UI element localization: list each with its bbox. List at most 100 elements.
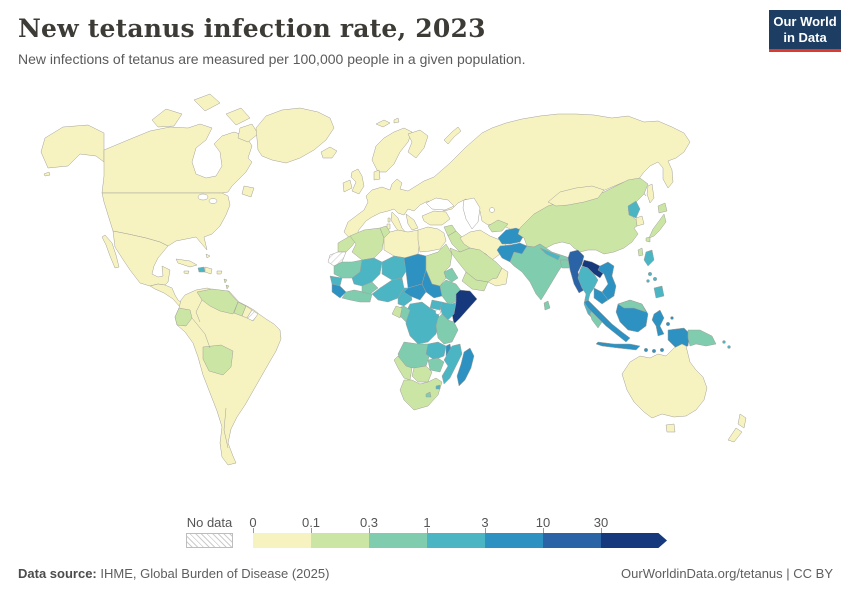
legend-bin-0[interactable] <box>253 533 311 548</box>
region-svalbard[interactable] <box>375 119 391 128</box>
owid-logo[interactable]: Our World in Data <box>769 10 841 52</box>
region-madagascar[interactable] <box>456 347 475 387</box>
region-arctic-islands[interactable] <box>237 123 259 143</box>
region-new-zealand-south[interactable] <box>727 427 743 443</box>
region-sulawesi[interactable] <box>651 309 665 337</box>
region-mindanao-philippines[interactable] <box>653 285 665 299</box>
region-puerto-rico[interactable] <box>216 270 223 275</box>
region-egypt[interactable] <box>417 226 447 253</box>
region-mozambique[interactable] <box>441 343 463 385</box>
region-aleutian-islands[interactable] <box>43 171 51 177</box>
region-newfoundland[interactable] <box>241 185 255 198</box>
region-jamaica[interactable] <box>183 270 190 275</box>
legend-tick-label-1: 0.1 <box>301 515 321 530</box>
region-denmark[interactable] <box>373 169 381 181</box>
region-vietnam[interactable] <box>597 261 617 301</box>
region-papua-new-guinea[interactable] <box>687 329 717 347</box>
region-yemen[interactable] <box>461 271 489 292</box>
legend-bin-3[interactable] <box>427 533 485 548</box>
region-mexico[interactable] <box>112 230 171 287</box>
region-baja-california[interactable] <box>101 234 120 269</box>
region-mongolia[interactable] <box>547 185 605 207</box>
region-solomon-islands[interactable] <box>722 340 731 349</box>
region-lesser-sunda-islands[interactable] <box>643 347 665 354</box>
region-zimbabwe[interactable] <box>427 357 445 373</box>
region-libya[interactable] <box>383 229 421 259</box>
region-ireland[interactable] <box>342 179 353 193</box>
legend-bin-5[interactable] <box>543 533 601 548</box>
region-novaya-zemlya[interactable] <box>443 126 462 145</box>
region-haiti[interactable] <box>197 266 206 273</box>
region-new-zealand-north[interactable] <box>737 413 747 429</box>
region-taiwan[interactable] <box>637 247 644 257</box>
legend-no-data[interactable]: No data <box>186 515 233 548</box>
region-united-kingdom[interactable] <box>350 168 365 195</box>
region-south-sudan[interactable] <box>421 269 443 299</box>
region-iceland[interactable] <box>320 146 338 159</box>
region-svalbard[interactable] <box>393 117 400 124</box>
region-sakhalin[interactable] <box>646 183 655 204</box>
region-namibia[interactable] <box>393 355 413 381</box>
region-bahamas[interactable] <box>205 253 211 259</box>
region-scandinavia[interactable] <box>371 127 413 173</box>
region-turkey[interactable] <box>421 210 451 226</box>
region-corsica[interactable] <box>387 217 391 223</box>
region-lesser-antilles[interactable] <box>223 278 228 284</box>
region-malaysia-borneo[interactable] <box>617 299 647 313</box>
region-central-america[interactable] <box>149 283 183 308</box>
region-botswana[interactable] <box>411 365 433 383</box>
region-uganda[interactable] <box>429 299 443 311</box>
region-finland[interactable] <box>407 129 429 159</box>
region-zambia[interactable] <box>425 341 447 361</box>
region-new-guinea-west[interactable] <box>667 327 691 349</box>
region-canada[interactable] <box>101 123 253 194</box>
region-mali[interactable] <box>351 257 383 287</box>
footer-credit[interactable]: OurWorldinData.org/tetanus | CC BY <box>621 566 833 581</box>
region-tasmania[interactable] <box>665 423 676 433</box>
region-maluku-islands[interactable] <box>665 316 674 327</box>
region-guinea[interactable] <box>331 283 347 299</box>
region-arctic-islands[interactable] <box>225 107 251 126</box>
region-dominican-republic[interactable] <box>204 266 213 275</box>
region-arctic-islands[interactable] <box>193 93 221 112</box>
region-niger[interactable] <box>381 255 409 281</box>
region-french-guiana[interactable] <box>246 309 259 322</box>
region-cuba[interactable] <box>175 258 198 268</box>
region-bolivia[interactable] <box>202 344 234 376</box>
region-lesser-antilles[interactable] <box>225 284 230 290</box>
region-south-korea[interactable] <box>635 215 645 227</box>
region-eritrea[interactable] <box>443 267 459 283</box>
region-sumatra[interactable] <box>583 299 631 343</box>
region-greece[interactable] <box>405 213 419 231</box>
region-north-korea[interactable] <box>627 200 641 219</box>
region-eswatini[interactable] <box>435 384 441 390</box>
region-visayas-philippines[interactable] <box>646 271 658 283</box>
region-gabon[interactable] <box>391 305 403 319</box>
region-luzon-philippines[interactable] <box>643 249 655 267</box>
region-south-america[interactable] <box>174 287 282 466</box>
region-somalia[interactable] <box>451 289 478 325</box>
region-arctic-islands[interactable] <box>151 108 183 128</box>
region-west-africa-coast[interactable] <box>341 289 373 303</box>
region-cambodia[interactable] <box>593 287 609 305</box>
region-alaska[interactable] <box>40 124 105 169</box>
region-south-africa[interactable] <box>399 377 443 411</box>
region-central-asia-uzbekistan[interactable] <box>487 219 509 233</box>
region-greenland[interactable] <box>255 107 335 164</box>
legend-bin-4[interactable] <box>485 533 543 548</box>
region-tanzania[interactable] <box>435 313 459 345</box>
region-sri-lanka[interactable] <box>543 300 551 311</box>
legend-bin-1[interactable] <box>311 533 369 548</box>
legend-tick-mark-0 <box>253 528 254 533</box>
region-algeria[interactable] <box>349 227 385 261</box>
region-australia[interactable] <box>621 343 708 419</box>
legend-bin-2[interactable] <box>369 533 427 548</box>
legend-bin-6[interactable] <box>601 533 667 548</box>
region-burkina-faso[interactable] <box>361 281 379 295</box>
region-lesotho[interactable] <box>425 391 432 398</box>
region-oman[interactable] <box>487 267 509 287</box>
region-japan[interactable] <box>645 202 668 243</box>
region-venezuela[interactable] <box>196 288 239 315</box>
region-java[interactable] <box>595 341 641 351</box>
region-nepal[interactable] <box>539 247 561 261</box>
